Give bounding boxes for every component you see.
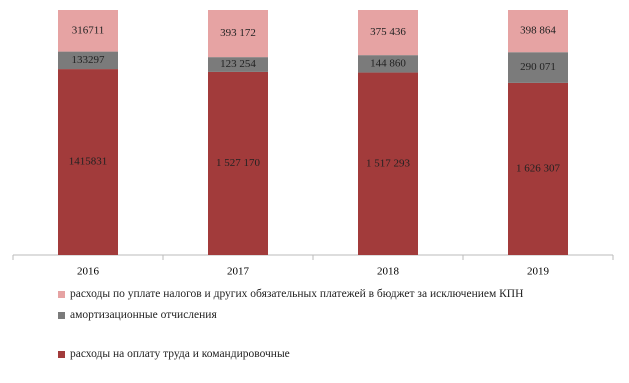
data-label: 398 864 [520, 25, 556, 37]
chart: 2016 1415831 133297 316711 2017 1 527 170 123 … [12, 10, 614, 278]
data-label: 1 517 293 [366, 157, 411, 169]
legend-swatch [58, 291, 65, 298]
x-tick-label: 2018 [377, 266, 400, 278]
bar-segment [508, 52, 568, 83]
data-label: 375 436 [370, 26, 406, 38]
legend-item: амортизационные отчисления [58, 309, 538, 322]
x-tick-label: 2019 [527, 266, 550, 278]
data-label: 144 860 [370, 57, 406, 69]
bar-segment [508, 82, 568, 255]
bar-segment [58, 51, 118, 70]
legend-label: амортизационные отчисления [70, 309, 217, 321]
bar-segment [358, 72, 418, 255]
data-label: 316711 [72, 24, 105, 36]
data-label: 290 071 [520, 61, 556, 73]
data-label: 393 172 [220, 27, 256, 39]
bar-segment [58, 10, 118, 52]
bar-segment [208, 71, 268, 255]
legend: расходы по уплате налогов и других обяза… [58, 288, 538, 369]
legend-swatch [58, 312, 65, 319]
bar-segment [358, 10, 418, 56]
legend-label: расходы на оплату труда и командировочны… [70, 348, 290, 360]
legend-item: расходы по уплате налогов и других обяза… [58, 288, 538, 301]
data-label: 1 527 170 [216, 157, 261, 169]
data-label: 123 254 [220, 58, 256, 70]
data-label: 1415831 [69, 156, 108, 168]
legend-swatch [58, 351, 65, 358]
data-label: 133297 [72, 54, 106, 66]
bar-segment [508, 10, 568, 53]
legend-label: расходы по уплате налогов и других обяза… [70, 288, 524, 300]
data-label: 1 626 307 [516, 162, 561, 174]
bar-segment [358, 55, 418, 73]
x-tick-label: 2017 [227, 266, 250, 278]
bar-segment [208, 10, 268, 58]
bar-segment [58, 69, 118, 255]
x-tick-label: 2016 [77, 266, 100, 278]
legend-item: расходы на оплату труда и командировочны… [58, 348, 538, 361]
bar-segment [208, 57, 268, 72]
